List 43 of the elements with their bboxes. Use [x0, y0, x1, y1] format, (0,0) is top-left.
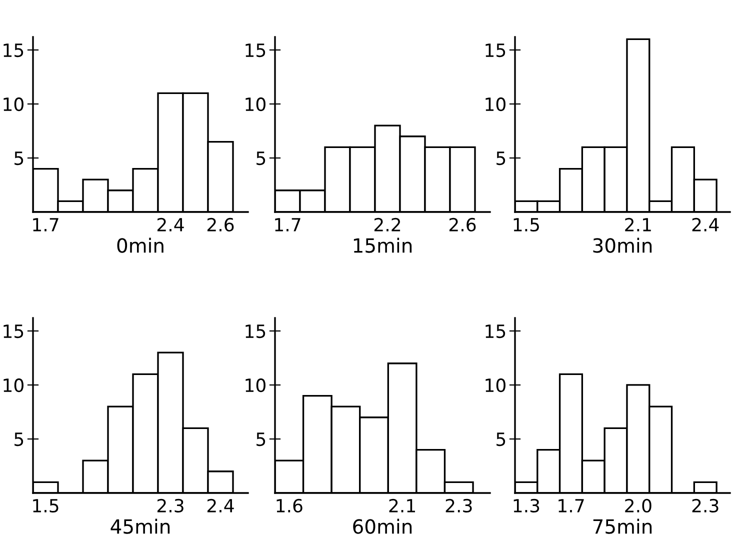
- x-tick-label: 2.2: [374, 218, 400, 232]
- x-tick-label: 2.1: [389, 498, 415, 512]
- x-tick-label: 2.3: [446, 498, 472, 513]
- y-tick-label: 5: [496, 432, 506, 446]
- y-tick-label: 15: [246, 324, 266, 338]
- y-tick-label: 15: [246, 44, 266, 58]
- x-tick-label: 2.3: [157, 498, 184, 513]
- y-tick-label: 10: [4, 97, 24, 112]
- y-tick-label: 15: [4, 44, 24, 58]
- x-tick-label: 1.5: [33, 499, 58, 513]
- x-tick-label: 1.6: [276, 498, 302, 513]
- y-tick-label: 10: [486, 378, 506, 392]
- x-tick-label: 1.7: [33, 218, 58, 232]
- y-tick-label: 5: [14, 432, 24, 446]
- y-tick-label: 10: [246, 97, 266, 112]
- y-tick-label: 15: [486, 324, 506, 338]
- x-tick-label: 2.6: [207, 218, 234, 232]
- x-tick-label: 2.4: [157, 218, 184, 232]
- x-axis-title: 45min: [110, 518, 170, 534]
- x-tick-label: 2.1: [625, 218, 651, 232]
- x-axis-title: 75min: [593, 518, 652, 534]
- y-tick-label: 5: [14, 152, 24, 166]
- y-tick-label: 5: [256, 152, 266, 166]
- x-tick-label: 1.3: [514, 498, 540, 513]
- x-tick-label: 2.6: [449, 218, 476, 232]
- y-tick-label: 15: [4, 324, 24, 338]
- x-axis-title: 15min: [354, 238, 412, 253]
- x-tick-label: 2.4: [207, 498, 234, 512]
- x-tick-label: 1.7: [558, 499, 584, 512]
- x-tick-label: 1.5: [514, 218, 539, 232]
- x-axis-title: 30min: [593, 238, 652, 253]
- x-tick-label: 1.7: [275, 218, 300, 232]
- y-tick-label: 10: [4, 378, 24, 392]
- y-tick-label: 5: [496, 152, 506, 166]
- x-axis-title: 60min: [353, 518, 412, 534]
- x-tick-label: 2.4: [692, 218, 719, 232]
- y-tick-label: 5: [256, 432, 266, 446]
- x-tick-label: 2.3: [692, 498, 718, 513]
- x-axis-title: 0min: [117, 238, 164, 253]
- y-tick-label: 10: [246, 378, 266, 392]
- y-tick-label: 10: [486, 97, 506, 112]
- y-tick-label: 15: [486, 44, 506, 58]
- x-tick-label: 2.0: [625, 498, 652, 513]
